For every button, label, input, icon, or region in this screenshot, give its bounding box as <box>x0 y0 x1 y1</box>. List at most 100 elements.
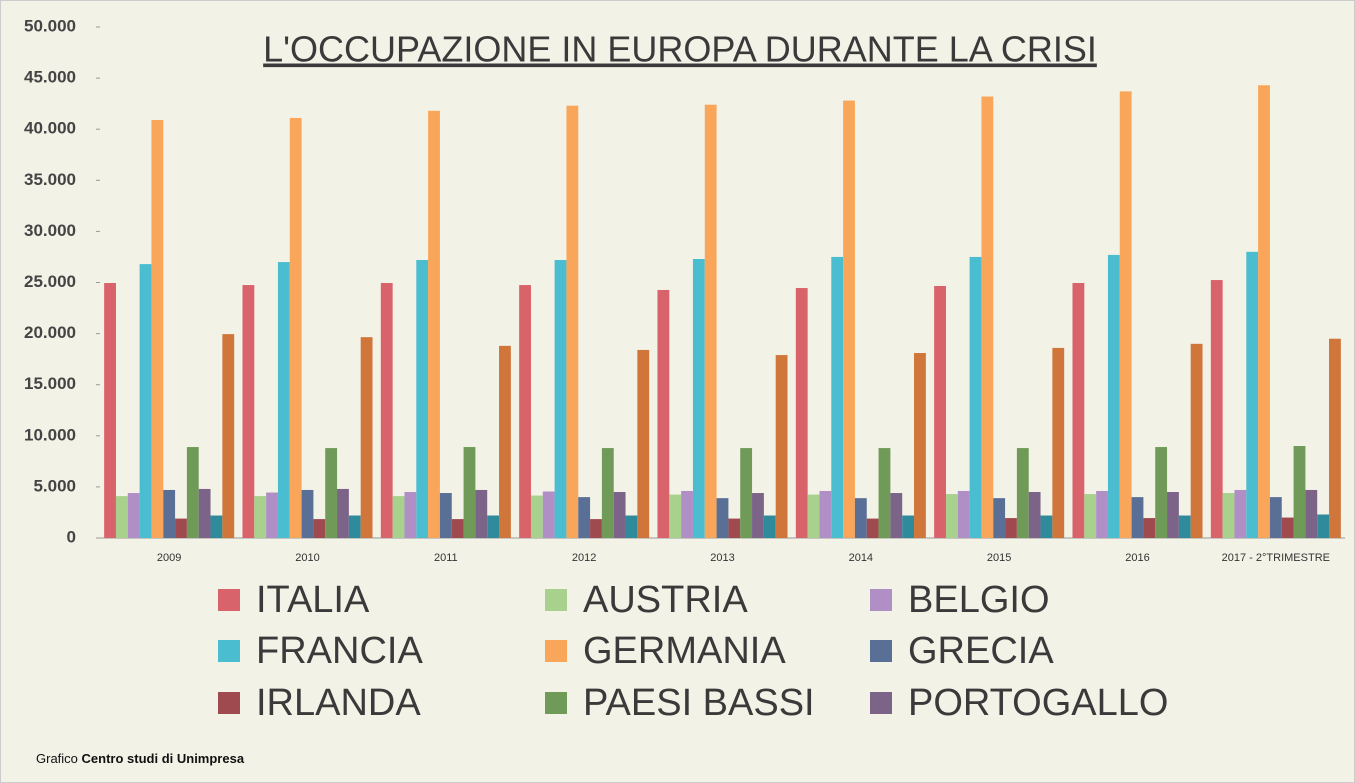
legend-label: BELGIO <box>908 579 1050 621</box>
bar <box>866 518 879 538</box>
y-tick-label: 30.000 <box>24 221 76 240</box>
bar <box>1028 492 1041 538</box>
y-tick-label: 0 <box>67 527 76 546</box>
bar <box>819 490 832 538</box>
bar <box>242 285 255 538</box>
legend-label: AUSTRIA <box>583 579 748 621</box>
x-tick-label: 2016 <box>1125 552 1149 564</box>
legend-swatch <box>870 692 892 714</box>
bar <box>1269 497 1282 538</box>
legend-swatch <box>218 589 240 611</box>
bar <box>590 519 602 538</box>
bar <box>175 518 187 538</box>
bar <box>186 447 199 538</box>
bar <box>1167 492 1179 538</box>
bar <box>843 100 855 539</box>
bar <box>1096 490 1108 538</box>
bar <box>1305 489 1318 538</box>
bar <box>1293 446 1306 538</box>
source-prefix: Grafico <box>36 751 78 766</box>
y-tick-label: 50.000 <box>24 16 76 35</box>
y-tick-label: 10.000 <box>24 425 76 444</box>
bar <box>669 494 682 538</box>
bar <box>416 260 429 538</box>
bar <box>210 515 223 538</box>
bar <box>266 492 278 538</box>
bar <box>325 448 338 538</box>
bar <box>163 489 176 538</box>
bar <box>681 490 693 538</box>
bar <box>1234 489 1247 538</box>
y-tick-label: 5.000 <box>33 476 76 495</box>
y-tick-label: 40.000 <box>24 119 76 138</box>
legend-label: GRECIA <box>908 630 1054 672</box>
bar <box>554 260 567 538</box>
bar <box>692 258 705 538</box>
bar <box>542 491 555 538</box>
bar <box>1258 85 1270 538</box>
bar <box>1016 448 1029 538</box>
bar <box>752 493 764 538</box>
legend-swatch <box>545 692 567 714</box>
bar <box>139 264 152 538</box>
bar <box>289 117 302 538</box>
bar <box>625 515 638 538</box>
bar <box>1040 515 1053 538</box>
bar <box>404 492 417 538</box>
bar <box>360 337 373 538</box>
x-tick-label: 2015 <box>987 552 1011 564</box>
bar <box>657 289 670 538</box>
bar <box>519 285 531 538</box>
bar <box>993 498 1006 538</box>
bar <box>566 105 579 538</box>
bar <box>104 283 116 538</box>
bar <box>1052 347 1065 538</box>
bar <box>578 497 591 538</box>
bar <box>499 345 511 538</box>
bar <box>740 448 753 538</box>
bar <box>198 488 211 538</box>
bar <box>475 489 488 538</box>
bar <box>613 492 626 538</box>
legend-label: PAESI BASSI <box>583 682 815 724</box>
bar <box>716 498 729 538</box>
x-tick-label: 2013 <box>710 552 734 564</box>
bar <box>914 353 926 538</box>
bar <box>1005 518 1017 538</box>
legend-swatch <box>545 640 567 662</box>
bar <box>763 515 776 538</box>
bar <box>934 285 946 538</box>
bar <box>704 104 717 538</box>
source: Grafico Centro studi di Unimpresa <box>36 751 245 766</box>
bar <box>1155 447 1168 538</box>
y-tick-label: 35.000 <box>24 170 76 189</box>
x-tick-label: 2017 - 2°TRIMESTRE <box>1222 552 1330 564</box>
bar <box>890 493 903 538</box>
legend-label: PORTOGALLO <box>908 682 1168 724</box>
legend-swatch <box>870 589 892 611</box>
x-tick-label: 2009 <box>157 552 181 564</box>
bar <box>1107 254 1120 538</box>
y-tick-label: 15.000 <box>24 374 76 393</box>
source-name: Centro studi di Unimpresa <box>82 751 245 766</box>
bar <box>277 262 290 538</box>
bar <box>530 495 543 538</box>
legend-swatch <box>218 692 240 714</box>
bar <box>1178 515 1191 538</box>
bar <box>1317 514 1330 538</box>
bar <box>463 447 476 538</box>
bar <box>380 283 393 538</box>
bar <box>439 493 452 538</box>
bar <box>1072 283 1085 538</box>
bar <box>348 515 361 538</box>
bar <box>151 120 164 538</box>
bar <box>601 448 614 538</box>
bar <box>795 288 808 538</box>
bar <box>854 498 867 538</box>
bar <box>728 518 741 538</box>
bar <box>487 515 500 538</box>
bar <box>301 489 314 538</box>
bar <box>1190 343 1203 538</box>
bar <box>969 256 982 538</box>
